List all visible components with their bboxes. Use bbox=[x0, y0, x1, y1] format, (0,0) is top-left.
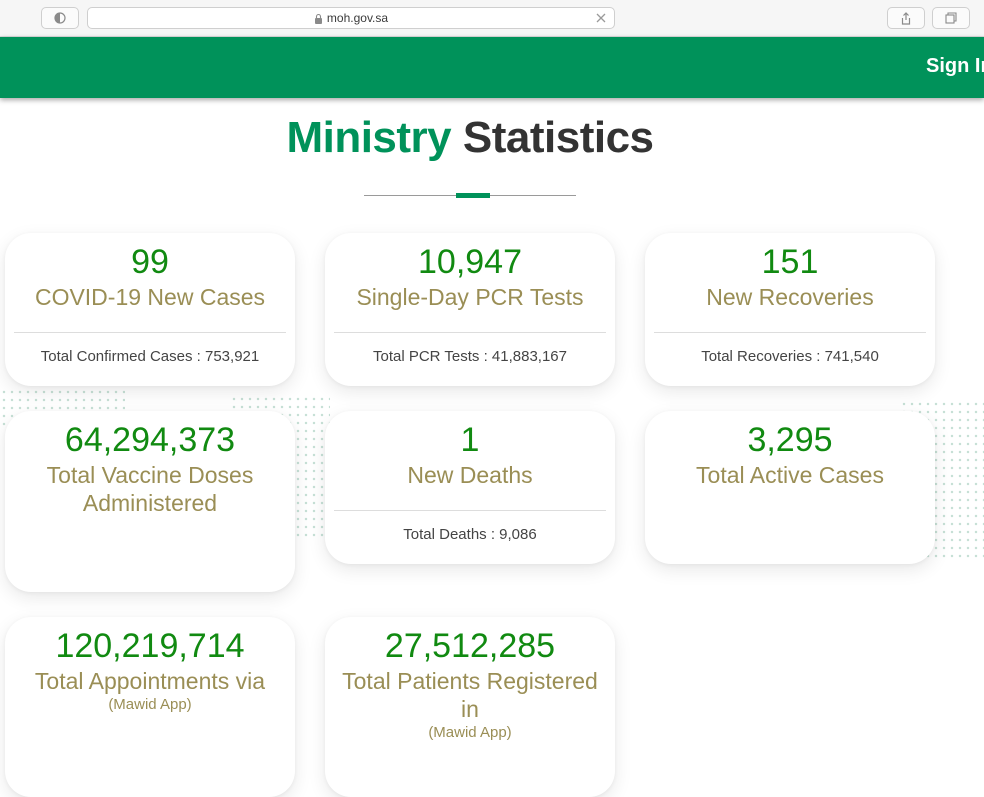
stat-label: Single-Day PCR Tests bbox=[356, 284, 584, 310]
card-divider bbox=[654, 332, 926, 333]
stat-label: Total Active Cases bbox=[696, 462, 884, 488]
stat-card-active-cases: 3,295 Total Active Cases bbox=[645, 411, 935, 564]
page-title: Ministry Statistics bbox=[0, 113, 940, 163]
stat-value: 10,947 bbox=[418, 243, 522, 281]
title-divider-accent bbox=[456, 193, 490, 198]
stat-label-wrap: Total Patients Registered in (Mawid App) bbox=[331, 667, 609, 743]
title-rest: Statistics bbox=[462, 113, 654, 162]
address-bar[interactable]: moh.gov.sa bbox=[87, 7, 615, 29]
sidebar-toggle-button[interactable] bbox=[41, 7, 79, 29]
sign-in-link[interactable]: Sign In bbox=[926, 55, 984, 77]
stat-card-deaths: 1 New Deaths Total Deaths : 9,086 bbox=[325, 411, 615, 564]
stat-value: 151 bbox=[761, 243, 819, 281]
stat-label: COVID-19 New Cases bbox=[34, 284, 266, 310]
tabs-icon bbox=[945, 12, 957, 24]
stat-value: 27,512,285 bbox=[384, 627, 556, 665]
site-header: Sign In bbox=[0, 37, 984, 98]
card-divider bbox=[14, 332, 286, 333]
stat-label: Total Appointments via bbox=[34, 668, 266, 694]
stat-value: 1 bbox=[460, 421, 480, 459]
stat-label: New Recoveries bbox=[706, 284, 874, 310]
stat-card-new-cases: 99 COVID-19 New Cases Total Confirmed Ca… bbox=[5, 233, 295, 386]
shield-icon bbox=[54, 12, 66, 24]
stat-card-appointments: 120,219,714 Total Appointments via (Mawi… bbox=[5, 617, 295, 797]
stat-card-recoveries: 151 New Recoveries Total Recoveries : 74… bbox=[645, 233, 935, 386]
stat-label-wrap: Total Appointments via (Mawid App) bbox=[11, 667, 289, 715]
stat-card-pcr-tests: 10,947 Single-Day PCR Tests Total PCR Te… bbox=[325, 233, 615, 386]
stat-total: Total Recoveries : 741,540 bbox=[701, 348, 879, 365]
stat-sublabel: (Mawid App) bbox=[108, 696, 192, 713]
stat-card-vaccine-doses: 64,294,373 Total Vaccine Doses Administe… bbox=[5, 411, 295, 592]
browser-toolbar: moh.gov.sa bbox=[0, 0, 984, 37]
stat-label: Total Patients Registered in bbox=[342, 668, 598, 722]
card-divider bbox=[334, 510, 606, 511]
title-highlight: Ministry bbox=[286, 113, 452, 162]
share-button[interactable] bbox=[887, 7, 925, 29]
stat-total: Total PCR Tests : 41,883,167 bbox=[372, 348, 567, 365]
stat-label: New Deaths bbox=[407, 462, 533, 488]
card-divider bbox=[334, 332, 606, 333]
stat-label: Total Vaccine Doses Administered bbox=[46, 462, 254, 516]
stat-value: 64,294,373 bbox=[64, 421, 236, 459]
stat-card-patients-registered: 27,512,285 Total Patients Registered in … bbox=[325, 617, 615, 797]
stat-value: 120,219,714 bbox=[55, 627, 245, 665]
url-text: moh.gov.sa bbox=[326, 11, 389, 25]
stat-total: Total Deaths : 9,086 bbox=[403, 526, 537, 543]
close-icon[interactable] bbox=[594, 11, 608, 25]
stat-sublabel: (Mawid App) bbox=[428, 724, 512, 741]
tabs-overview-button[interactable] bbox=[932, 7, 970, 29]
stat-value: 99 bbox=[131, 243, 169, 281]
stat-value: 3,295 bbox=[747, 421, 833, 459]
lock-icon bbox=[314, 13, 322, 24]
share-icon bbox=[901, 11, 911, 25]
stat-total: Total Confirmed Cases : 753,921 bbox=[40, 348, 260, 365]
